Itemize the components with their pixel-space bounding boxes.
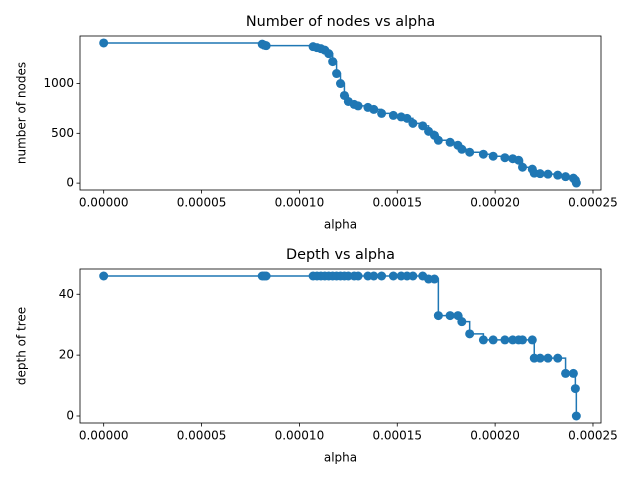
marker [561,172,571,182]
x-tick-label: 0.00015 [372,196,422,210]
marker [478,149,488,159]
marker [429,274,439,284]
marker [377,108,387,118]
marker [433,135,443,145]
marker [500,153,510,163]
marker [488,335,498,345]
x-tick-label: 0.00010 [275,429,325,443]
x-tick-label: 0.00020 [470,196,520,210]
marker [418,121,428,131]
marker [99,271,109,281]
marker [478,335,488,345]
marker [514,155,524,165]
marker [527,335,537,345]
x-axis-label: alpha [324,218,357,232]
chart-title: Number of nodes vs alpha [246,14,435,30]
marker [488,151,498,161]
marker [570,384,580,394]
marker [465,329,475,339]
marker [261,271,271,281]
axes-frame [79,35,602,191]
plot: Number of nodes vs alpha alpha number of n… [15,14,618,232]
marker [445,311,455,321]
marker [465,147,475,157]
chart-title: Depth vs alpha [286,247,395,263]
x-tick-label: 0.00010 [275,196,325,210]
marker [457,317,467,327]
marker [402,113,412,123]
x-tick-label: 0.00015 [372,429,422,443]
marker [408,118,418,128]
y-tick-label: 0 [66,176,74,190]
y-tick-label: 0 [66,409,74,423]
marker [408,271,418,281]
marker [353,101,363,111]
marker [568,368,578,378]
x-tick-label: 0.00025 [568,196,618,210]
marker [445,137,455,147]
marker [353,271,363,281]
y-tick-label: 1000 [43,76,74,90]
series-line [103,275,578,416]
marker [457,144,467,154]
marker [328,57,338,67]
marker [561,368,571,378]
y-tick-label: 20 [59,348,74,362]
marker [571,178,581,188]
marker [518,162,528,172]
marker [553,353,563,363]
y-axis-label: depth of tree [15,307,29,385]
y-axis-label: number of nodes [15,62,29,164]
x-tick-label: 0.00025 [568,429,618,443]
marker [99,38,109,48]
y-tick-label: 500 [51,126,74,140]
y-tick-label: 40 [59,287,74,301]
marker [336,79,345,89]
marker [261,41,271,51]
marker [518,335,528,345]
axes-frame [79,268,602,424]
marker [543,353,553,363]
marker [377,271,387,281]
x-tick-label: 0.00000 [79,429,129,443]
marker [369,104,379,114]
x-tick-label: 0.00005 [177,429,227,443]
marker [535,169,545,179]
marker [535,353,545,363]
plot: Depth vs alpha alpha depth of tree 0.00000 0… [15,247,618,465]
marker [571,411,581,421]
marker [500,335,510,345]
marker [388,271,398,281]
marker [553,170,563,180]
marker [433,311,443,321]
marker [332,69,342,79]
marker [388,110,398,120]
x-axis-label: alpha [324,451,357,465]
x-tick-label: 0.00000 [79,196,129,210]
marker [369,271,379,281]
x-tick-label: 0.00005 [177,196,227,210]
x-tick-label: 0.00020 [470,429,520,443]
marker [324,49,334,59]
marker [543,169,553,179]
